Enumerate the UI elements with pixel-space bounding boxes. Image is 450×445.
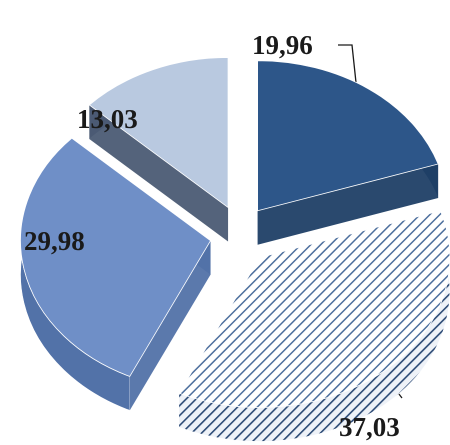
slice-top-2 bbox=[20, 137, 212, 377]
slice-face-b-0 bbox=[257, 163, 439, 245]
slice-top-3 bbox=[88, 57, 229, 209]
slice-face-a-2 bbox=[129, 240, 211, 411]
data-label-37-03: 37,03 bbox=[339, 412, 400, 442]
slice-top-0 bbox=[257, 60, 439, 212]
pie-slice-29-98 bbox=[20, 137, 212, 411]
data-label-19-96: 19,96 bbox=[252, 30, 313, 60]
data-label-13-03: 13,03 bbox=[77, 104, 138, 134]
slice-face-a-3 bbox=[89, 105, 229, 242]
pie-slice-37-03 bbox=[178, 210, 450, 442]
pie-slice-19-96 bbox=[257, 60, 439, 245]
pie-slice-13-03 bbox=[88, 57, 229, 242]
data-label-29-98: 29,98 bbox=[24, 226, 85, 256]
